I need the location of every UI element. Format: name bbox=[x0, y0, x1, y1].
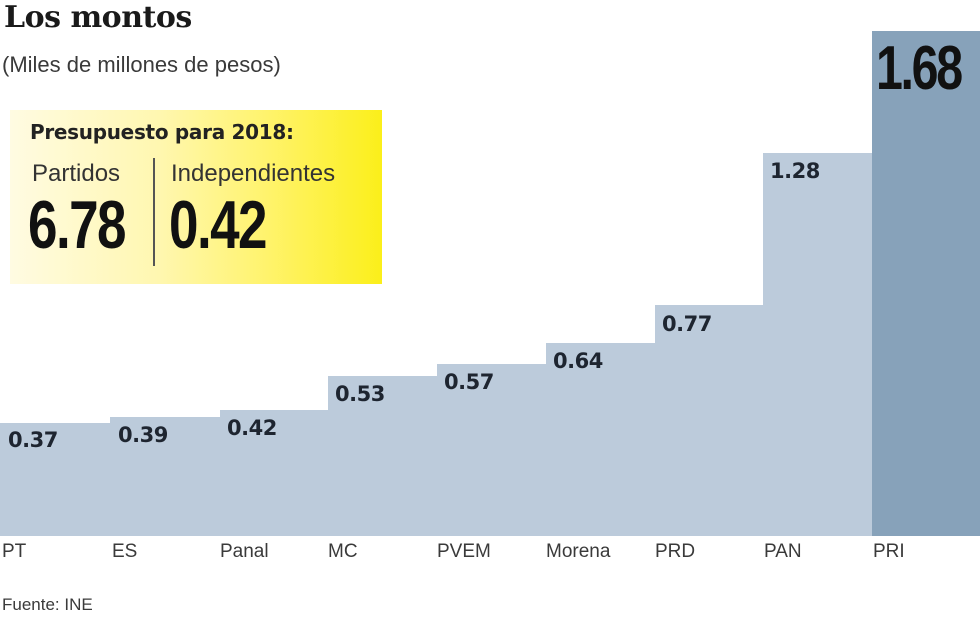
chart-title: Los montos bbox=[4, 0, 192, 35]
value-pvem: 0.57 bbox=[444, 370, 494, 394]
value-mc: 0.53 bbox=[335, 382, 385, 406]
category-pt: PT bbox=[2, 541, 27, 562]
callout-title: Presupuesto para 2018: bbox=[30, 120, 294, 144]
bar-pri bbox=[872, 31, 980, 536]
bar-es bbox=[110, 417, 220, 536]
category-pri: PRI bbox=[873, 541, 905, 562]
callout-label-partidos: Partidos bbox=[32, 160, 121, 187]
callout-divider bbox=[153, 158, 155, 266]
category-pan: PAN bbox=[764, 541, 802, 562]
chart-subtitle: (Miles de millones de pesos) bbox=[2, 52, 281, 77]
bar-prd bbox=[655, 305, 763, 536]
category-mc: MC bbox=[328, 541, 358, 562]
category-pvem: PVEM bbox=[437, 541, 491, 562]
bar-pan bbox=[763, 153, 872, 536]
bar-pt bbox=[0, 423, 110, 536]
callout-label-independientes: Independientes bbox=[171, 160, 336, 187]
category-panal: Panal bbox=[220, 541, 269, 562]
value-es: 0.39 bbox=[118, 423, 168, 447]
value-pri: 1.68 bbox=[876, 34, 963, 103]
value-pan: 1.28 bbox=[770, 159, 820, 183]
budget-callout: Presupuesto para 2018: Partidos 6.78 Ind… bbox=[10, 110, 382, 284]
category-morena: Morena bbox=[546, 541, 611, 562]
callout-value-independientes: 0.42 bbox=[169, 187, 268, 263]
bar-panal bbox=[220, 410, 328, 536]
bar-pvem bbox=[437, 364, 546, 536]
value-panal: 0.42 bbox=[227, 416, 277, 440]
value-prd: 0.77 bbox=[662, 312, 712, 336]
bar-mc bbox=[328, 376, 437, 536]
value-morena: 0.64 bbox=[553, 349, 603, 373]
source-note: Fuente: INE bbox=[2, 595, 93, 614]
category-prd: PRD bbox=[655, 541, 696, 562]
value-pt: 0.37 bbox=[8, 428, 58, 452]
bar-morena bbox=[546, 343, 655, 536]
category-es: ES bbox=[112, 541, 138, 562]
callout-value-partidos: 6.78 bbox=[28, 187, 127, 263]
